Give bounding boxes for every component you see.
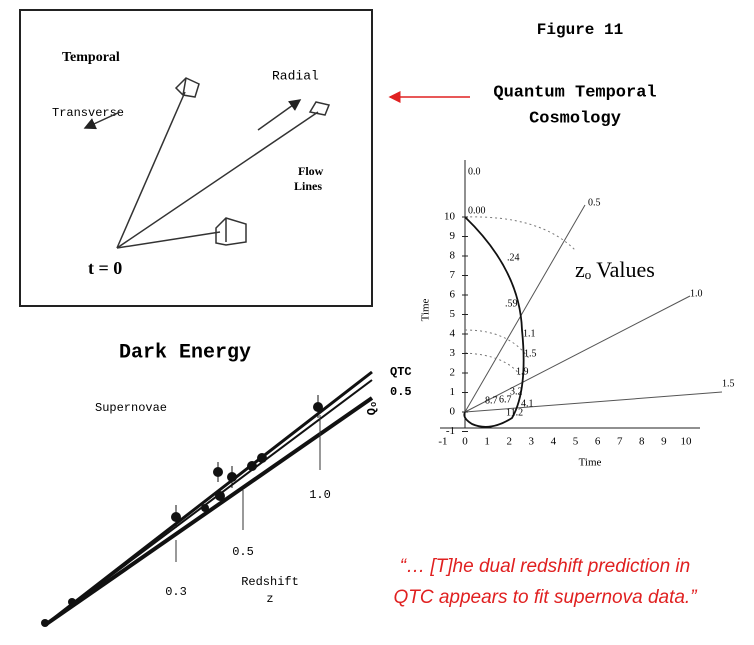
x-tick-label: 7 [617, 436, 623, 448]
title: Quantum Temporal [493, 83, 656, 102]
line-label: 0.5 [390, 385, 412, 399]
y-tick-label: 2 [450, 367, 456, 379]
x-tick-label: 8 [639, 436, 645, 448]
y-tick-label: 7 [450, 269, 456, 281]
z-plot: zₒ Values Time Time -1 0 1 2 3 4 5 6 7 8 9 10 -1 0 1 2 3… [420, 160, 735, 469]
curve-label: .59 [505, 298, 518, 309]
y-tick-label: 10 [444, 211, 456, 223]
y-tick-label: 4 [450, 328, 456, 340]
x-tick-label: 9 [661, 436, 667, 448]
x-tick-label: -1 [438, 436, 447, 448]
curve-label: 1.1 [523, 328, 536, 339]
x-tick-label: 1 [484, 436, 490, 448]
tick-label: 1.0 [309, 488, 331, 502]
x-tick-label: 3 [529, 436, 535, 448]
temporal-diagram: Temporal Radial Transverse Flow Lines t … [20, 10, 372, 306]
curve-label: 8.7 [485, 395, 498, 406]
y-label: Qₒ [365, 401, 379, 415]
y-tick-label: 8 [450, 250, 456, 262]
ray-label: 0.0 [468, 166, 481, 177]
ray-label: 1.5 [722, 378, 735, 389]
ray-label: 0.5 [588, 197, 601, 208]
y-tick-label: 5 [450, 308, 456, 320]
figure-label: Figure 11 [537, 21, 623, 39]
x-label: Time [579, 457, 602, 469]
y-label: Time [420, 298, 432, 321]
x-tick-label: 6 [595, 436, 601, 448]
label: Transverse [52, 106, 124, 120]
plot-title: Dark Energy [119, 341, 251, 364]
curve-label: 6.7 [499, 394, 512, 405]
y-tick-label: 1 [450, 386, 456, 398]
label: Flow [298, 164, 324, 178]
title: Cosmology [529, 109, 621, 128]
x-tick-label: 4 [551, 436, 557, 448]
curve-label: 1.5 [524, 348, 537, 359]
diagram-title: Temporal [62, 50, 120, 65]
y-tick-label: -1 [446, 425, 455, 437]
y-tick-label: 0 [450, 406, 456, 418]
y-tick-label: 9 [450, 230, 456, 242]
arcs [465, 217, 575, 375]
subtitle: Supernovae [95, 401, 167, 415]
flow-lines [85, 78, 329, 248]
x-tick-label: 5 [573, 436, 579, 448]
quote: “… [T]he dual redshift prediction in [400, 556, 690, 577]
label: Lines [294, 179, 322, 193]
tick-label: 0.5 [232, 545, 254, 559]
label: Radial [272, 68, 319, 83]
x-label: Redshift [241, 575, 299, 589]
dark-energy-plot: Dark Energy Supernovae 0.3 0.5 1.0 QTC 0… [41, 341, 412, 627]
x-label: z [266, 592, 273, 606]
curve-label: 3.2 [510, 386, 523, 397]
x-tick-label: 0 [462, 436, 468, 448]
tick-label: 0.3 [165, 585, 187, 599]
curve-label: 0.00 [468, 205, 486, 216]
curve-label: .24 [507, 252, 520, 263]
z-ticks [176, 415, 320, 562]
curve-label: 1.9 [516, 366, 529, 377]
y-tick-label: 6 [450, 289, 456, 301]
x-tick-label: 2 [506, 436, 512, 448]
plot-title: zₒ Values [575, 257, 655, 282]
figure: Temporal Radial Transverse Flow Lines t … [0, 0, 754, 645]
rays [465, 205, 722, 412]
quote: QTC appears to fit supernova data.” [393, 587, 698, 608]
line-label: QTC [390, 365, 412, 379]
y-tick-label: 3 [450, 347, 456, 359]
ray-label: 1.0 [690, 288, 703, 299]
curve-label: 11.2 [506, 407, 523, 418]
x-tick-label: 10 [681, 436, 693, 448]
label: t = 0 [88, 258, 122, 278]
